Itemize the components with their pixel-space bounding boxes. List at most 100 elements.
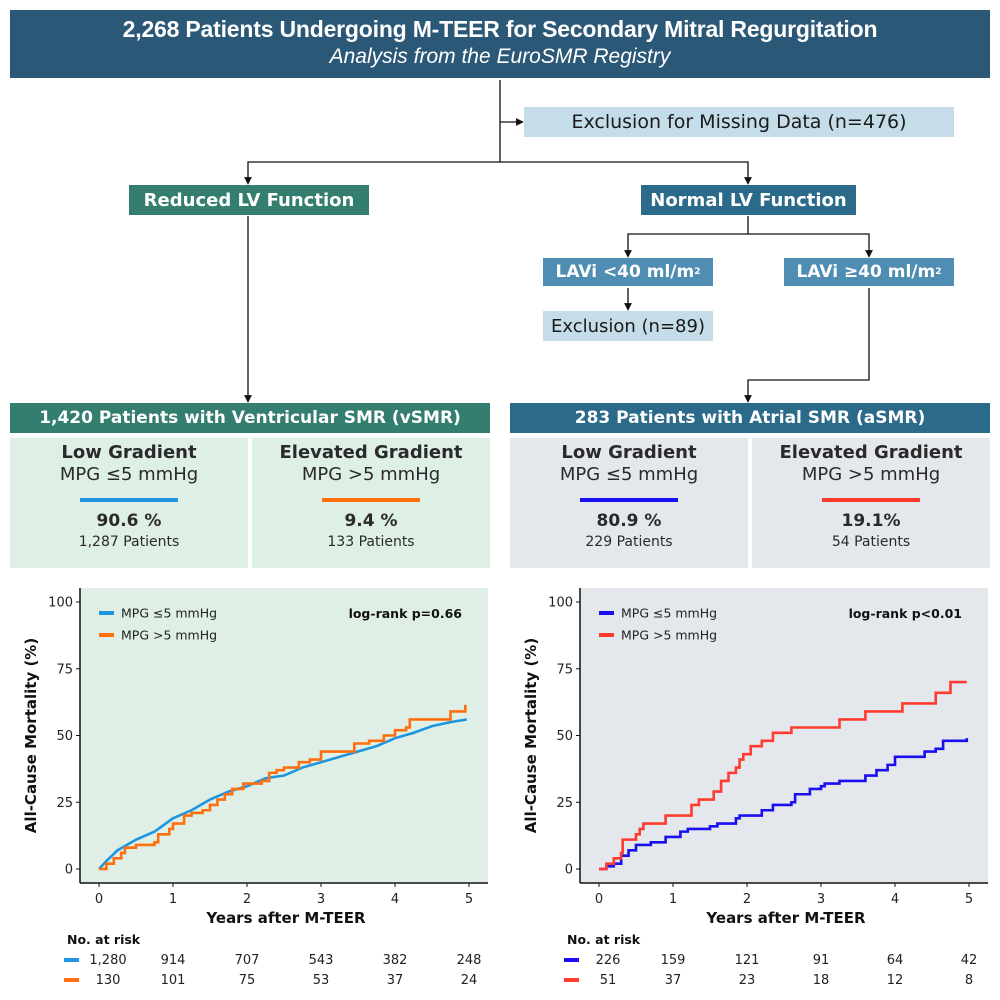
legend-label: MPG >5 mmHg bbox=[121, 628, 217, 643]
y-tick-label: 75 bbox=[556, 662, 573, 677]
subgroup-percent: 80.9 % bbox=[596, 511, 662, 531]
series-line-low-gradient bbox=[599, 738, 969, 871]
title-banner: 2,268 Patients Undergoing M-TEER for Sec… bbox=[10, 10, 990, 78]
lavi-ge-40-box: LAVi ≥40 ml/m 2 bbox=[784, 258, 954, 286]
vsmr-group-header: 1,420 Patients with Ventricular SMR (vSM… bbox=[10, 403, 490, 433]
x-tick-label: 1 bbox=[169, 892, 177, 907]
series-color-swatch bbox=[80, 498, 178, 502]
lavi-ge-40-label: LAVi ≥40 ml/m bbox=[796, 262, 936, 282]
plot-background bbox=[580, 588, 988, 883]
series-line-low-gradient bbox=[98, 718, 467, 870]
series-line-elevated-gradient bbox=[99, 704, 467, 871]
subgroup-patients: 229 Patients bbox=[585, 534, 673, 550]
page-title: 2,268 Patients Undergoing M-TEER for Sec… bbox=[122, 16, 878, 42]
subgroup-percent: 9.4 % bbox=[344, 511, 398, 531]
y-axis-title: All-Cause Mortality (%) bbox=[522, 638, 540, 833]
y-tick-label: 50 bbox=[556, 729, 573, 744]
risk-table-title: No. at risk bbox=[567, 932, 641, 947]
asmr-low-gradient-box: Low Gradient MPG ≤5 mmHg 80.9 % 229 Pati… bbox=[510, 438, 748, 568]
y-tick-label: 25 bbox=[556, 796, 573, 811]
subgroup-patients: 133 Patients bbox=[327, 534, 415, 550]
subgroup-patients: 54 Patients bbox=[831, 534, 911, 550]
x-tick-label: 4 bbox=[891, 892, 899, 907]
y-tick-label: 100 bbox=[548, 596, 573, 611]
series-color-swatch bbox=[580, 498, 678, 502]
subgroup-criterion: MPG >5 mmHg bbox=[801, 464, 941, 485]
lavi-less-40-label: LAVi <40 ml/m bbox=[555, 262, 695, 282]
superscript-2: 2 bbox=[694, 267, 701, 277]
risk-value: 543 bbox=[309, 953, 334, 968]
y-tick-label: 100 bbox=[48, 596, 73, 611]
risk-value: 1,280 bbox=[89, 953, 126, 968]
subgroup-percent: 90.6 % bbox=[96, 511, 162, 531]
exclusion-89-box: Exclusion (n=89) bbox=[543, 311, 713, 341]
y-tick-label: 25 bbox=[56, 796, 73, 811]
lavi-less-40-box: LAVi <40 ml/m 2 bbox=[543, 258, 713, 286]
y-tick-label: 0 bbox=[565, 863, 573, 878]
risk-value: 23 bbox=[739, 973, 756, 988]
risk-value: 37 bbox=[387, 973, 404, 988]
log-rank-p-value: log-rank p=0.66 bbox=[349, 606, 463, 621]
x-tick-label: 5 bbox=[965, 892, 973, 907]
connector-lavi-to-asmr bbox=[744, 288, 870, 403]
x-tick-label: 2 bbox=[243, 892, 251, 907]
risk-table-title: No. at risk bbox=[67, 932, 141, 947]
superscript-2: 2 bbox=[935, 267, 942, 277]
x-tick-label: 3 bbox=[817, 892, 825, 907]
subgroup-patients: 1,287 Patients bbox=[78, 534, 180, 550]
connector-split-lv bbox=[247, 161, 749, 181]
x-tick-label: 2 bbox=[743, 892, 751, 907]
x-axis-title: Years after M-TEER bbox=[205, 909, 366, 927]
legend-label: MPG ≤5 mmHg bbox=[621, 606, 717, 621]
subgroup-label: Elevated Gradient bbox=[279, 442, 463, 463]
series-line-elevated-gradient bbox=[599, 680, 967, 871]
log-rank-p-value: log-rank p<0.01 bbox=[849, 606, 962, 621]
risk-value: 248 bbox=[457, 953, 482, 968]
asmr-elevated-gradient-box: Elevated Gradient MPG >5 mmHg 19.1% 54 P… bbox=[752, 438, 990, 568]
risk-value: 226 bbox=[596, 953, 621, 968]
subgroup-percent: 19.1% bbox=[841, 511, 901, 531]
risk-value: 914 bbox=[161, 953, 186, 968]
risk-value: 8 bbox=[965, 973, 973, 988]
legend-label: MPG >5 mmHg bbox=[621, 628, 717, 643]
subgroup-label: Low Gradient bbox=[561, 442, 697, 463]
x-tick-label: 1 bbox=[669, 892, 677, 907]
risk-value: 18 bbox=[813, 973, 830, 988]
risk-value: 707 bbox=[235, 953, 260, 968]
risk-value: 91 bbox=[813, 953, 830, 968]
series-color-swatch bbox=[822, 498, 920, 502]
vsmr-low-gradient-box: Low Gradient MPG ≤5 mmHg 90.6 % 1,287 Pa… bbox=[10, 438, 248, 568]
page-subtitle: Analysis from the EuroSMR Registry bbox=[329, 45, 671, 68]
x-tick-label: 0 bbox=[595, 892, 603, 907]
y-tick-label: 75 bbox=[56, 662, 73, 677]
risk-value: 64 bbox=[887, 953, 904, 968]
legend-label: MPG ≤5 mmHg bbox=[121, 606, 217, 621]
risk-value: 37 bbox=[665, 973, 682, 988]
subgroup-label: Low Gradient bbox=[61, 442, 197, 463]
asmr-group-header: 283 Patients with Atrial SMR (aSMR) bbox=[510, 403, 990, 433]
normal-lv-function-box: Normal LV Function bbox=[641, 185, 856, 215]
x-tick-label: 4 bbox=[391, 892, 399, 907]
vsmr-mortality-chart: 0 25 50 75 100 0 1 2 3 4 5 Years after M-TEER All-Ca… bbox=[22, 588, 488, 988]
x-tick-label: 0 bbox=[95, 892, 103, 907]
risk-value: 101 bbox=[161, 973, 186, 988]
series-color-swatch bbox=[322, 498, 420, 502]
vsmr-elevated-gradient-box: Elevated Gradient MPG >5 mmHg 9.4 % 133 … bbox=[252, 438, 490, 568]
reduced-lv-function-box: Reduced LV Function bbox=[129, 185, 369, 215]
risk-value: 382 bbox=[383, 953, 408, 968]
risk-value: 75 bbox=[239, 973, 256, 988]
risk-value: 51 bbox=[600, 973, 617, 988]
y-tick-label: 50 bbox=[56, 729, 73, 744]
risk-value: 24 bbox=[461, 973, 478, 988]
risk-value: 53 bbox=[313, 973, 330, 988]
subgroup-criterion: MPG ≤5 mmHg bbox=[559, 464, 699, 485]
y-axis-title: All-Cause Mortality (%) bbox=[22, 638, 40, 833]
flow-connectors bbox=[244, 80, 873, 403]
connector-split-lavi bbox=[627, 233, 870, 254]
exclusion-missing-data-box: Exclusion for Missing Data (n=476) bbox=[524, 107, 954, 137]
x-tick-label: 3 bbox=[317, 892, 325, 907]
y-tick-label: 0 bbox=[65, 863, 73, 878]
x-axis-title: Years after M-TEER bbox=[705, 909, 866, 927]
subgroup-criterion: MPG ≤5 mmHg bbox=[59, 464, 199, 485]
